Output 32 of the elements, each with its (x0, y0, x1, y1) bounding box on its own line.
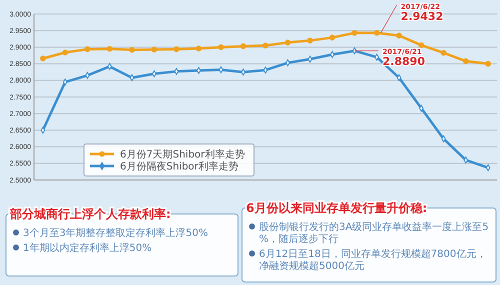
text: 部分城商行上浮个人存款利率: (9, 207, 171, 221)
point (106, 46, 113, 52)
point (62, 50, 68, 56)
point (418, 42, 424, 48)
point (462, 58, 469, 64)
point (129, 46, 135, 53)
annotation: 2017/6/22 2.9432 (400, 2, 444, 23)
point (107, 63, 112, 70)
text: 股份制银行发行的3A级同业存单收益率一度上涨至5%，随后逐步下行 (259, 221, 489, 245)
annotation: 2017/6/21 2.8890 (382, 48, 426, 68)
point (151, 46, 158, 52)
text: 6月份以来同业存单发行量升价稳: (246, 201, 428, 215)
point (84, 46, 90, 52)
text: 3个月至3年期整存整取定存利率上浮50% (23, 227, 208, 239)
point (307, 38, 313, 44)
point (196, 46, 202, 52)
legend-label: 6月份隔夜Shibor利率走势 (120, 160, 238, 172)
point (396, 32, 402, 38)
point (240, 43, 246, 50)
point (40, 56, 46, 62)
point (485, 60, 491, 67)
point (262, 42, 268, 48)
point (440, 50, 446, 56)
point (174, 46, 180, 52)
point (374, 30, 380, 36)
point (218, 44, 224, 50)
text: 6月12日至18日，同业存单发行规模超7800亿元，净融资规模超5000亿元 (259, 248, 486, 272)
point (284, 40, 291, 46)
legend-label: 6月份7天期Shibor利率走势 (120, 148, 245, 160)
point (329, 34, 336, 40)
point (352, 30, 358, 36)
text: 1年期以内定存利率上浮50% (23, 242, 152, 254)
